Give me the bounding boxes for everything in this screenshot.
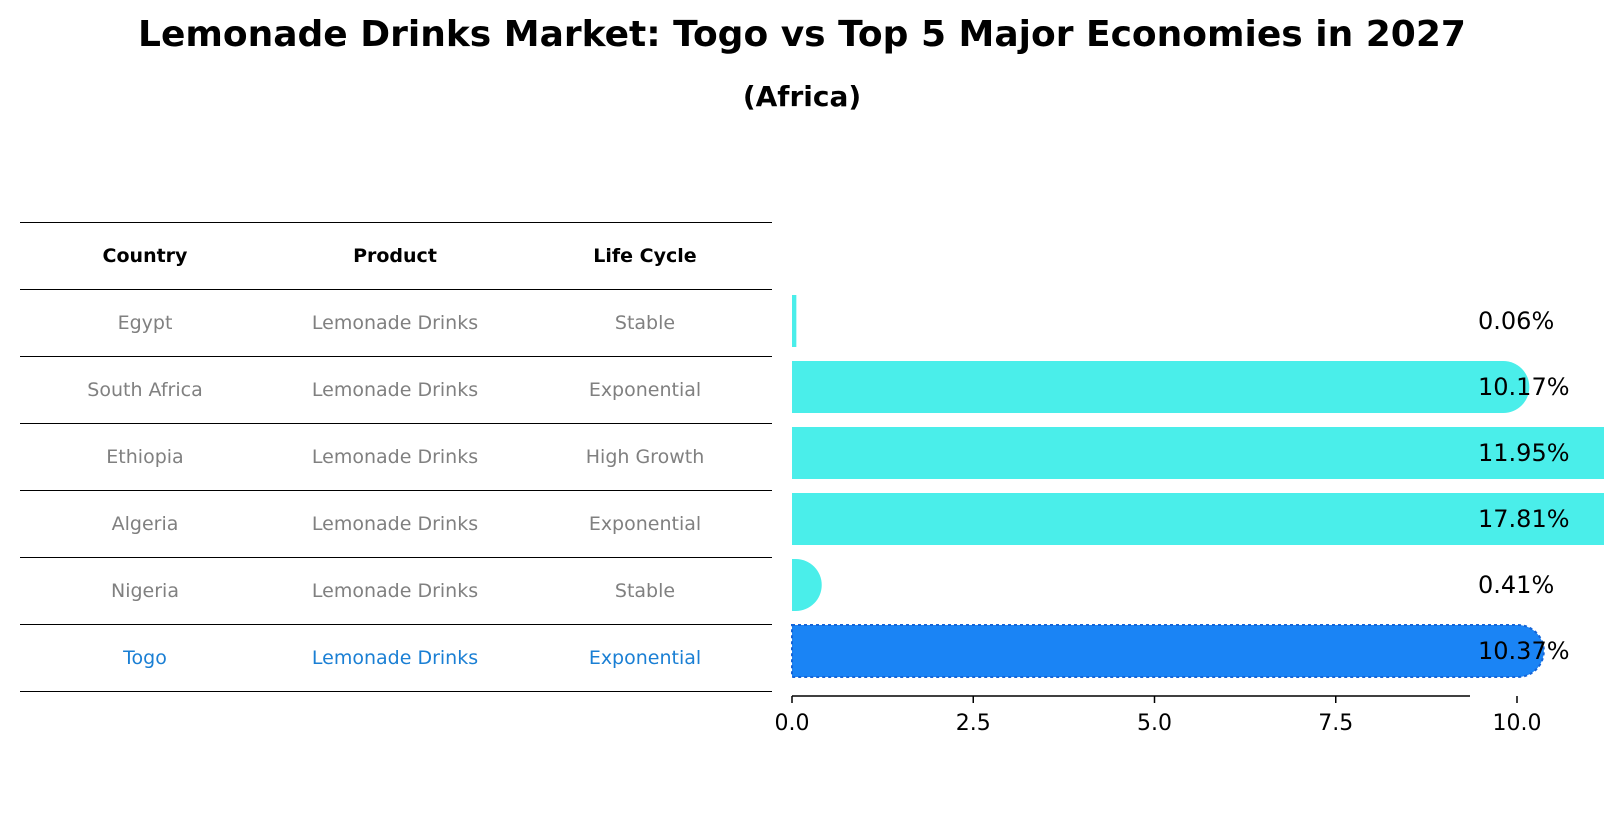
product-cell: Lemonade Drinks [311, 446, 479, 468]
country-cell: Algeria [111, 513, 179, 535]
chart-title: Lemonade Drinks Market: Togo vs Top 5 Ma… [138, 14, 1466, 55]
product-cell: Lemonade Drinks [311, 312, 479, 334]
country-table: Country Product Life Cycle Egypt Lemonad… [20, 222, 772, 692]
country-cell: Egypt [117, 312, 173, 334]
product-cell: Lemonade Drinks [311, 580, 479, 602]
product-cell: Lemonade Drinks [311, 513, 479, 535]
table-row: Nigeria Lemonade Drinks Stable [20, 557, 772, 624]
life-cycle-cell: Stable [614, 312, 676, 334]
header-country: Country [102, 245, 188, 267]
x-tick-label: 7.5 [1318, 711, 1353, 736]
bar [792, 361, 1530, 413]
value-label: 10.17% [1478, 373, 1570, 401]
life-cycle-cell: Stable [614, 580, 676, 602]
table-row-highlight: Togo Lemonade Drinks Exponential [20, 624, 772, 692]
country-cell: Togo [123, 647, 167, 669]
value-label: 10.37% [1478, 637, 1570, 665]
country-cell: Nigeria [111, 580, 179, 602]
value-label: 11.95% [1478, 439, 1570, 467]
x-axis: 0.02.55.07.510.012.515.017.5 [775, 695, 1542, 736]
country-cell: Ethiopia [106, 446, 184, 468]
value-label: 0.41% [1478, 571, 1554, 599]
bar [792, 427, 1604, 479]
bar [792, 493, 1604, 545]
value-label: 17.81% [1478, 505, 1570, 533]
country-cell: South Africa [87, 379, 203, 401]
header-life-cycle: Life Cycle [593, 245, 697, 267]
table-row: Algeria Lemonade Drinks Exponential [20, 490, 772, 557]
table-row: Egypt Lemonade Drinks Stable [20, 289, 772, 356]
life-cycle-cell: High Growth [585, 446, 705, 468]
life-cycle-cell: Exponential [588, 647, 702, 669]
x-tick-label: 0.0 [775, 711, 810, 736]
value-labels-group: 0.06% 10.17% 11.95% 17.81% 0.41% 10.37% [1478, 307, 1570, 665]
header-product: Product [353, 245, 437, 267]
table-header-row: Country Product Life Cycle [20, 222, 772, 289]
table-row: South Africa Lemonade Drinks Exponential [20, 356, 772, 423]
product-cell: Lemonade Drinks [311, 379, 479, 401]
life-cycle-cell: Exponential [588, 379, 702, 401]
x-tick-label: 10.0 [1493, 711, 1542, 736]
product-cell: Lemonade Drinks [311, 647, 479, 669]
chart-subtitle: (Africa) [742, 80, 862, 113]
bars-group [791, 295, 1604, 678]
x-tick-label: 5.0 [1137, 711, 1172, 736]
value-label: 0.06% [1478, 307, 1554, 335]
x-tick-label: 2.5 [956, 711, 991, 736]
life-cycle-cell: Exponential [588, 513, 702, 535]
table-row: Ethiopia Lemonade Drinks High Growth [20, 423, 772, 490]
bar-highlight [791, 624, 1545, 678]
bar [792, 295, 797, 347]
bar [792, 559, 822, 611]
